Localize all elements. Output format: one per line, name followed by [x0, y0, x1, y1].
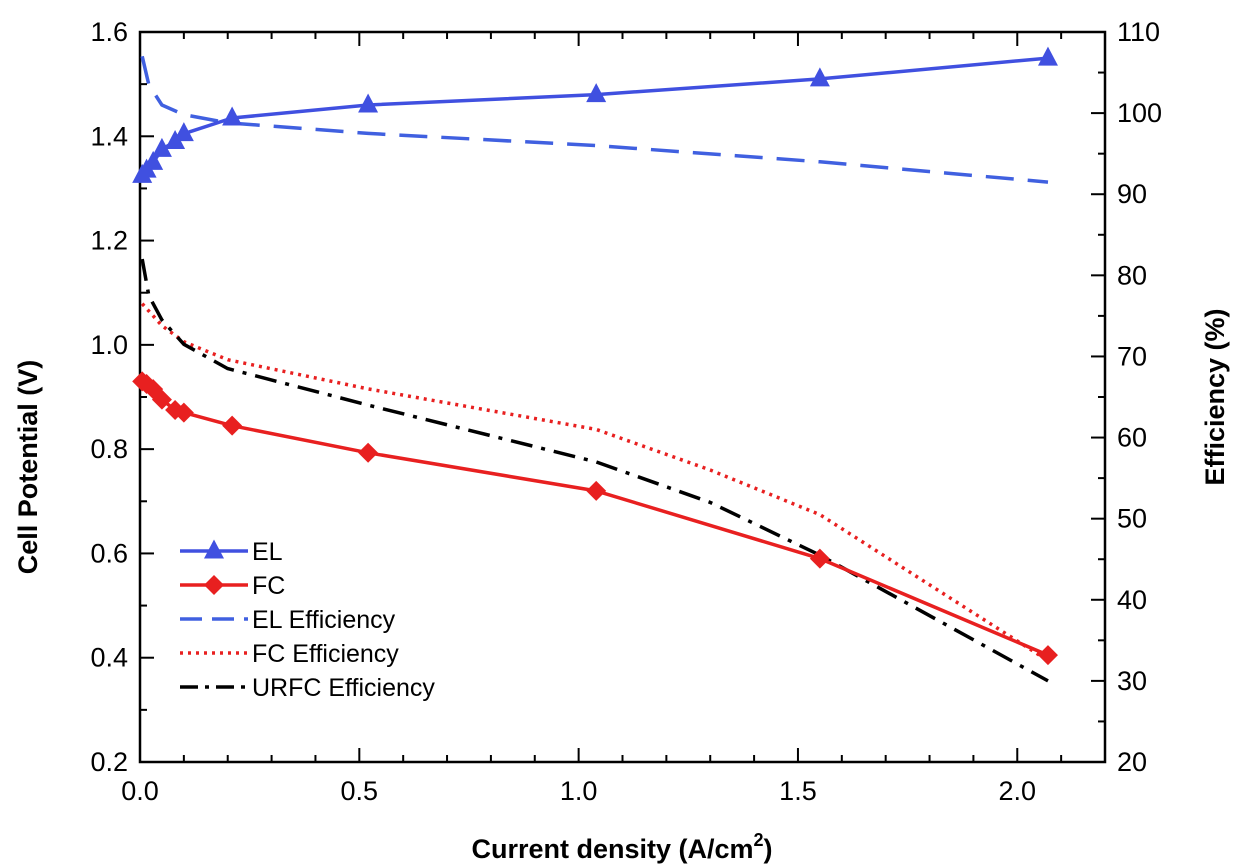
- data-point-el: [151, 137, 172, 157]
- x-tick-label: 0.0: [121, 776, 159, 806]
- x-axis-title-main: Current density (A/cm: [471, 834, 753, 864]
- data-point-fc: [222, 415, 243, 436]
- series-fc: [132, 371, 1058, 666]
- data-point-fc: [151, 389, 172, 410]
- x-axis-title: Current density (A/cm2): [471, 830, 772, 864]
- y-tick-label: 0.2: [90, 747, 128, 777]
- data-point-el: [222, 106, 243, 126]
- legend-label-fc-efficiency: FC Efficiency: [252, 640, 399, 668]
- y-tick-label: 0.8: [90, 434, 128, 464]
- y2-tick-label: 20: [1117, 747, 1147, 777]
- y-tick-label: 1.0: [90, 330, 128, 360]
- data-point-fc: [358, 442, 379, 463]
- data-point-el: [173, 122, 194, 142]
- y2-axis-title: Efficiency (%): [1200, 308, 1230, 485]
- series-layer: [132, 46, 1058, 683]
- series-el: [132, 46, 1058, 183]
- series-el-efficiency: [140, 55, 1049, 184]
- y2-tick-label: 30: [1117, 666, 1147, 696]
- x-axis-title-sup: 2: [754, 830, 764, 850]
- data-point-el: [143, 150, 164, 170]
- legend-label-el: EL: [252, 538, 283, 566]
- data-point-el: [809, 67, 830, 87]
- data-point-el: [586, 83, 607, 103]
- y-axis-title: Cell Potential (V): [13, 360, 43, 575]
- y2-tick-label: 50: [1117, 504, 1147, 534]
- legend-label-el-efficiency: EL Efficiency: [252, 606, 396, 634]
- y-tick-label: 1.4: [90, 121, 128, 151]
- y-tick-label: 1.6: [90, 17, 128, 47]
- x-tick-label: 1.5: [779, 776, 817, 806]
- y2-tick-label: 100: [1117, 98, 1162, 128]
- x-tick-label: 0.5: [341, 776, 379, 806]
- data-point-el: [358, 93, 379, 113]
- y-tick-label: 1.2: [90, 226, 128, 256]
- y2-tick-label: 90: [1117, 179, 1147, 209]
- data-point-fc: [586, 480, 607, 501]
- legend-label-fc: FC: [252, 572, 285, 600]
- x-tick-label: 1.0: [560, 776, 598, 806]
- legend-label-urfc-efficiency: URFC Efficiency: [252, 674, 435, 702]
- data-point-fc: [809, 548, 830, 569]
- legend-marker-el: [204, 539, 224, 559]
- x-axis-title-suffix: ): [764, 834, 773, 864]
- y-tick-label: 0.6: [90, 538, 128, 568]
- y2-tick-label: 40: [1117, 585, 1147, 615]
- data-point-el: [1037, 46, 1058, 66]
- legend-marker-fc: [204, 575, 224, 595]
- x-tick-label: 2.0: [998, 776, 1036, 806]
- legend: EL FC EL Efficiency FC Efficiency URFC Effic…: [180, 538, 435, 702]
- series-urfc-efficiency: [140, 258, 1049, 683]
- series-line-urfc-efficiency: [140, 258, 1049, 683]
- series-line-el-efficiency: [140, 55, 1049, 184]
- tick-layer: 0.0 0.5 1.0 1.5 2.0 0.2 0.4 0.6 0.8 1.0 1.2 1.4 1.6 2…: [90, 17, 1162, 806]
- data-point-fc: [173, 402, 194, 423]
- y-tick-label: 0.4: [90, 643, 128, 673]
- series-line-el: [140, 56, 1049, 177]
- data-point-fc: [1037, 645, 1058, 666]
- y2-tick-label: 80: [1117, 260, 1147, 290]
- y2-tick-label: 70: [1117, 341, 1147, 371]
- y2-tick-label: 110: [1117, 17, 1160, 47]
- y2-tick-label: 60: [1117, 423, 1147, 453]
